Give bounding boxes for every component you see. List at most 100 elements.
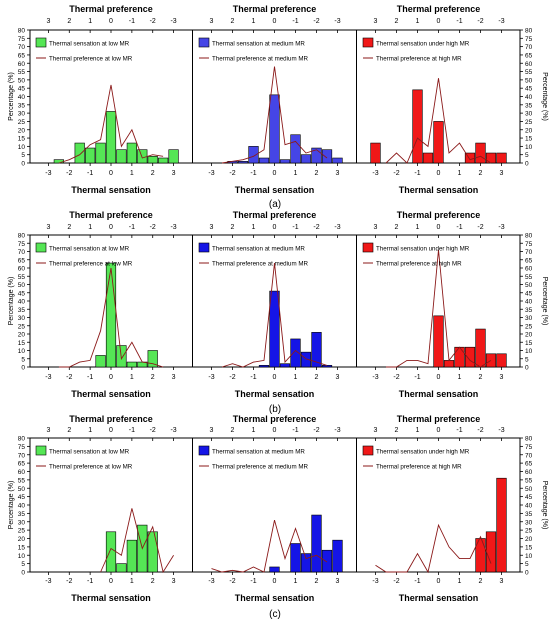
- chart-1-panel-0-x-tick-label: 3: [172, 374, 176, 381]
- chart-2-ytick-label-left: 35: [18, 511, 26, 518]
- chart-0-panel-2-top-tick-label: 2: [395, 18, 399, 25]
- chart-2-panel-2-x-tick-label: -3: [372, 578, 378, 585]
- chart-1-ytick-label-right: 20: [525, 332, 533, 339]
- chart-2-ytick-label-right: 80: [525, 436, 533, 443]
- chart-0-ytick-label-left: 20: [18, 127, 26, 134]
- chart-2-panel-2-bar: [485, 531, 497, 573]
- chart-1-panel-1-x-tick-label: -1: [250, 374, 256, 381]
- chart-2-panel-0-x-tick-label: -1: [87, 578, 93, 585]
- chart-0-ylabel-right: Percentage (%): [541, 72, 548, 121]
- chart-2-panel-2-legend-bar-label: Thermal sensation under high MR: [376, 449, 470, 456]
- chart-2-ytick-label-left: 30: [18, 519, 26, 526]
- chart-0-panel-1-bar: [237, 161, 249, 164]
- chart-1-panel-0-top-tick-label: 2: [67, 224, 71, 231]
- chart-0-ytick-label-right: 40: [525, 94, 533, 101]
- chart-2-panel-1-bar: [300, 553, 312, 573]
- chart-1-ytick-label-left: 0: [21, 365, 25, 372]
- chart-0-ytick-label-left: 60: [18, 61, 26, 68]
- chart-2-panel-2-legend-swatch: [362, 445, 374, 456]
- chart-2-panel-0-bar: [126, 539, 137, 573]
- chart-2-ytick-label-right: 20: [525, 536, 533, 543]
- chart-2-panel-1-x-tick-label: 1: [294, 578, 298, 585]
- chart-2-ytick-label-left: 55: [18, 477, 26, 484]
- chart-1-panel-1-x-tick-label: 3: [336, 374, 340, 381]
- chart-2-panel-2-top-tick-label: -3: [498, 427, 504, 434]
- chart-0-panel-0-xlabel: Thermal sensation: [71, 185, 151, 195]
- chart-2-panel-1-xlabel: Thermal sensation: [235, 593, 315, 603]
- chart-0-panel-2-top-tick-label: -3: [498, 18, 504, 25]
- chart-2-panel-0-legend-bar-label: Thermal sensation at low MR: [49, 449, 130, 456]
- chart-1-panel-2-x-tick-label: 2: [479, 374, 483, 381]
- chart-2-panel-0-top-tick-label: -2: [150, 427, 156, 434]
- chart-0-panel-1-bar: [258, 157, 270, 164]
- chart-2-panel-0-bar: [147, 531, 158, 573]
- chart-0-ytick-label-left: 55: [18, 69, 26, 76]
- chart-1-ytick-label-left: 50: [18, 282, 26, 289]
- chart-0-ytick-label-right: 50: [525, 77, 533, 84]
- chart-0-figure-label: (a): [269, 199, 281, 210]
- chart-0-ytick-label-left: 10: [18, 144, 26, 151]
- chart-1-panel-1-bar: [269, 290, 280, 368]
- chart-1-panel-2-x-tick-label: 3: [500, 374, 504, 381]
- chart-1-panel-1-bar: [279, 363, 291, 368]
- chart-2-panel-0-legend-line-label: Thermal preference at low MR: [49, 464, 133, 471]
- chart-2-ytick-label-right: 75: [525, 444, 533, 451]
- chart-2-panel-0-top-axis-title: Thermal preference: [69, 414, 153, 424]
- chart-2-ytick-label-left: 75: [18, 444, 26, 451]
- chart-1-panel-1-top-tick-label: 3: [210, 224, 214, 231]
- chart-1-ytick-label-left: 30: [18, 315, 26, 322]
- chart-1-panel-2-x-tick-label: 0: [437, 374, 441, 381]
- chart-0-panel-1-bar: [311, 147, 322, 164]
- chart-1-ytick-label-left: 60: [18, 266, 26, 273]
- chart-1-panel-0-x-tick-label: 2: [151, 374, 155, 381]
- chart-2-panel-1-x-tick-label: 3: [336, 578, 340, 585]
- chart-2-panel-2-top-tick-label: 0: [437, 427, 441, 434]
- chart-2-ylabel-left: Percentage (%): [8, 481, 15, 530]
- chart-2-panel-2-top-axis-title: Thermal preference: [397, 414, 481, 424]
- chart-2-panel-1-x-tick-label: 2: [315, 578, 319, 585]
- chart-0-panel-2-bar: [485, 152, 497, 164]
- chart-1-ytick-label-left: 55: [18, 274, 26, 281]
- chart-1-panel-1-top-tick-label: 0: [273, 224, 277, 231]
- chart-1-panel-0-bar: [95, 355, 106, 368]
- chart-1-panel-2-bar: [475, 328, 486, 368]
- chart-0-panel-0-bar: [126, 142, 137, 164]
- chart-1-panel-2-bar: [454, 346, 465, 368]
- chart-2-figure-label: (c): [269, 609, 281, 620]
- chart-0-panel-1-top-tick-label: -3: [334, 18, 340, 25]
- chart-0-panel-2-bar: [433, 121, 444, 164]
- chart-1-ytick-label-left: 35: [18, 307, 26, 314]
- chart-0-ytick-label-left: 15: [18, 136, 26, 143]
- chart-2-ytick-label-left: 40: [18, 503, 26, 510]
- chart-2-ytick-label-left: 80: [18, 436, 26, 443]
- chart-0-panel-2-top-tick-label: 1: [416, 18, 420, 25]
- chart-1-panel-0-bar: [147, 350, 158, 368]
- chart-0-panel-0-bar: [158, 157, 169, 164]
- chart-0-panel-2-legend-line-label: Thermal preference at high MR: [376, 56, 462, 63]
- chart-2-frame: [29, 437, 521, 573]
- chart-2-panel-0-x-tick-label: 0: [109, 578, 113, 585]
- chart-0-ytick-label-left: 50: [18, 77, 26, 84]
- chart-1-panel-0-top-axis-title: Thermal preference: [69, 210, 153, 220]
- chart-2-panel-2-top-tick-label: 2: [395, 427, 399, 434]
- chart-0-panel-2-bar: [370, 142, 381, 164]
- chart-1-ytick-label-right: 35: [525, 307, 533, 314]
- chart-2-ytick-label-right: 0: [525, 570, 529, 577]
- chart-0-panel-1-xlabel: Thermal sensation: [235, 185, 315, 195]
- chart-1-panel-0-top-tick-label: 1: [88, 224, 92, 231]
- chart-0-panel-0-top-tick-label: 0: [109, 18, 113, 25]
- chart-1-panel-2-x-tick-label: -1: [414, 374, 420, 381]
- chart-2-ytick-label-left: 0: [21, 570, 25, 577]
- chart-1-ytick-label-right: 55: [525, 274, 533, 281]
- chart-1-panel-2-top-tick-label: 3: [374, 224, 378, 231]
- chart-1-panel-1-top-tick-label: -3: [334, 224, 340, 231]
- chart-1-panel-0-legend-line-label: Thermal preference at low MR: [49, 261, 133, 268]
- chart-1-panel-0-x-tick-label: -2: [66, 374, 72, 381]
- chart-1-panel-1-x-tick-label: 1: [294, 374, 298, 381]
- chart-0-ytick-label-right: 65: [525, 52, 533, 59]
- chart-2-ytick-label-right: 65: [525, 461, 533, 468]
- chart-2-panel-0-legend-swatch: [35, 445, 47, 456]
- chart-1-ytick-label-right: 0: [525, 365, 529, 372]
- chart-2-panel-2-top-tick-label: 3: [374, 427, 378, 434]
